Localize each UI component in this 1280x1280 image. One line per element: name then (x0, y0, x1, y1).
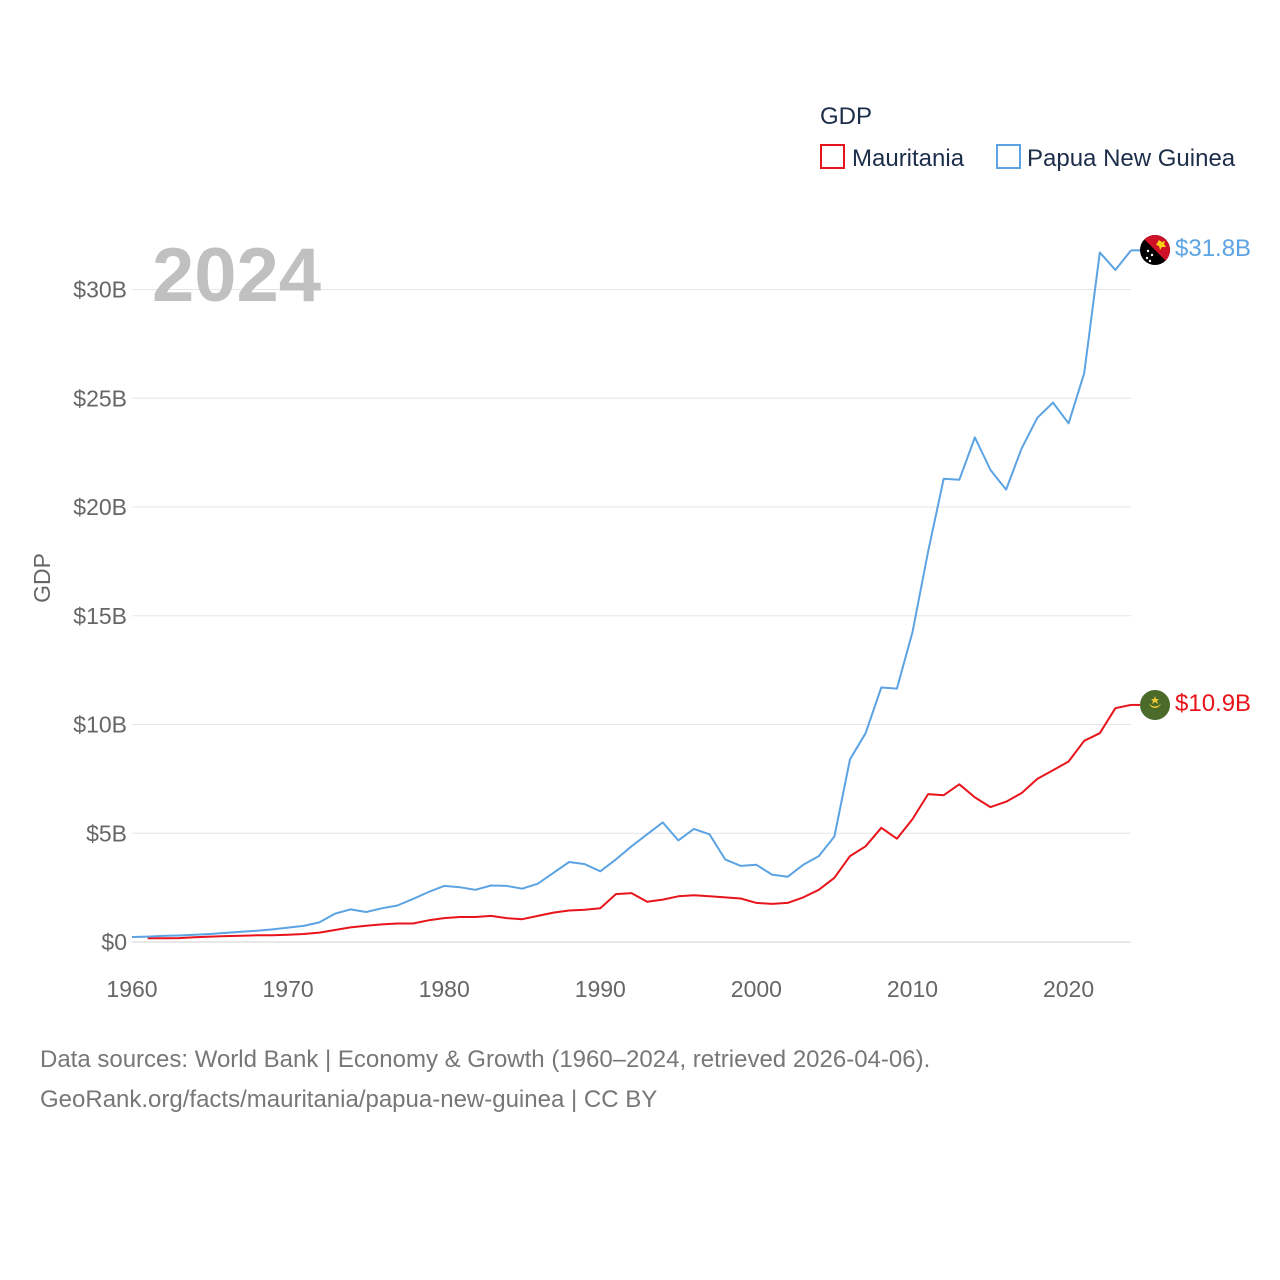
source-line-2: GeoRank.org/facts/mauritania/papua-new-g… (40, 1086, 658, 1113)
x-tick-label: 2020 (1043, 976, 1094, 1002)
x-tick-label: 1970 (263, 976, 314, 1002)
legend-item-mauritania[interactable]: Mauritania (820, 144, 965, 172)
y-axis-ticks: $0 $5B $10B $15B $20B $25B $30B (73, 277, 127, 956)
mauritania-flag-icon (1140, 690, 1170, 720)
x-tick-label: 1960 (106, 976, 157, 1002)
y-tick-label: $10B (73, 712, 127, 738)
legend-swatch-mauritania (820, 144, 845, 169)
x-axis-ticks: 1960 1970 1980 1990 2000 2010 2020 (106, 976, 1094, 1002)
x-tick-label: 2010 (887, 976, 938, 1002)
y-tick-label: $0 (101, 929, 127, 955)
x-tick-label: 2000 (731, 976, 782, 1002)
y-tick-label: $15B (73, 603, 127, 629)
series-line-papua-new-guinea (131, 249, 1132, 938)
source-line-1: Data sources: World Bank | Economy & Gro… (40, 1046, 931, 1073)
legend-title: GDP (820, 103, 872, 130)
mauritania-end-label: $10.9B (1175, 690, 1251, 717)
papua-new-guinea-flag-icon (1140, 235, 1170, 265)
y-tick-label: $30B (73, 277, 127, 303)
legend-label-papua-new-guinea: Papua New Guinea (1027, 145, 1236, 172)
grid-lines (132, 289, 1131, 943)
legend-label-mauritania: Mauritania (852, 145, 965, 172)
year-label: 2024 (152, 233, 321, 318)
legend-item-papua-new-guinea[interactable]: Papua New Guinea (996, 144, 1236, 172)
y-tick-label: $20B (73, 494, 127, 520)
legend-swatch-papua-new-guinea (996, 144, 1021, 169)
papua-new-guinea-end-label: $31.8B (1175, 235, 1251, 262)
series-lines (131, 249, 1140, 940)
y-axis-label: GDP (29, 553, 55, 603)
series-line-mauritania (147, 703, 1132, 940)
y-tick-label: $5B (86, 820, 127, 846)
y-tick-label: $25B (73, 385, 127, 411)
x-tick-label: 1990 (575, 976, 626, 1002)
x-tick-label: 1980 (419, 976, 470, 1002)
